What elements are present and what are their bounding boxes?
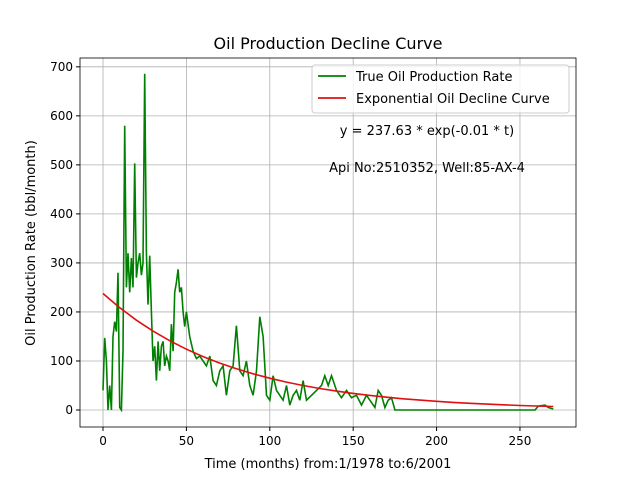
y-tick-label: 100	[50, 354, 73, 368]
y-tick-label: 700	[50, 60, 73, 74]
series-line	[102, 73, 554, 413]
x-tick-label: 200	[425, 434, 448, 448]
y-tick-label: 500	[50, 158, 73, 172]
x-axis-label: Time (months) from:1/1978 to:6/2001	[204, 457, 452, 472]
legend-box	[311, 64, 570, 114]
x-tick-label: 50	[179, 434, 194, 448]
chart-title: Oil Production Decline Curve	[214, 34, 443, 53]
y-tick-label: 600	[50, 109, 73, 123]
x-tick-label: 250	[509, 434, 532, 448]
plot-frame	[79, 57, 577, 428]
legend-label: Exponential Oil Decline Curve	[356, 92, 550, 107]
y-tick-label: 400	[50, 207, 73, 221]
y-tick-label: 0	[65, 403, 73, 417]
y-tick-label: 200	[50, 305, 73, 319]
legend-label: True Oil Production Rate	[355, 70, 512, 85]
y-axis-label: Oil Production Rate (bbl/month)	[24, 140, 39, 346]
series-line	[102, 292, 554, 408]
x-tick-label: 150	[342, 434, 365, 448]
x-tick-label: 100	[258, 434, 281, 448]
y-tick-label: 300	[50, 256, 73, 270]
x-tick-label: 0	[99, 434, 107, 448]
annotation: Api No:2510352, Well:85-AX-4	[329, 161, 525, 176]
annotation: y = 237.63 * exp(-0.01 * t)	[340, 124, 514, 139]
